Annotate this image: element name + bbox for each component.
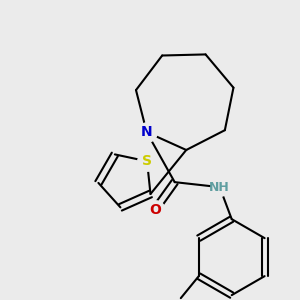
Text: N: N <box>141 125 152 139</box>
Text: S: S <box>142 154 152 168</box>
Text: NH: NH <box>209 181 230 194</box>
Text: O: O <box>149 203 161 217</box>
